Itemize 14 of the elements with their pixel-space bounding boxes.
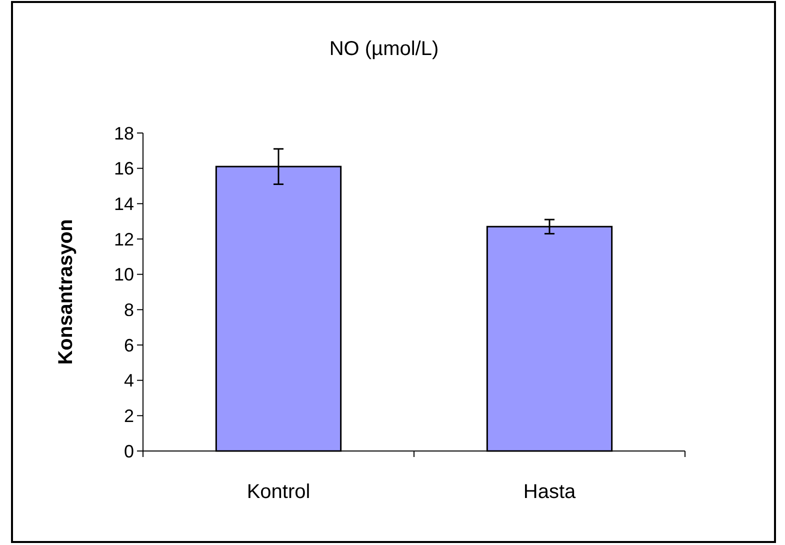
y-tick-label: 0: [124, 441, 134, 462]
x-tick-label: Hasta: [523, 481, 576, 503]
y-tick-label: 6: [124, 335, 134, 356]
y-tick-label: 2: [124, 406, 134, 426]
y-axis-title: Konsantrasyon: [55, 219, 77, 365]
x-tick-label: Kontrol: [246, 481, 310, 503]
y-tick-label: 16: [114, 158, 134, 179]
y-tick-label: 4: [124, 370, 134, 391]
y-tick-label: 8: [124, 300, 134, 320]
y-tick-label: 14: [114, 194, 134, 214]
y-tick-label: 12: [114, 229, 134, 250]
y-tick-label: 10: [114, 264, 134, 285]
chart-title: NO (µmol/L): [329, 38, 439, 60]
y-tick-label: 18: [114, 123, 134, 144]
